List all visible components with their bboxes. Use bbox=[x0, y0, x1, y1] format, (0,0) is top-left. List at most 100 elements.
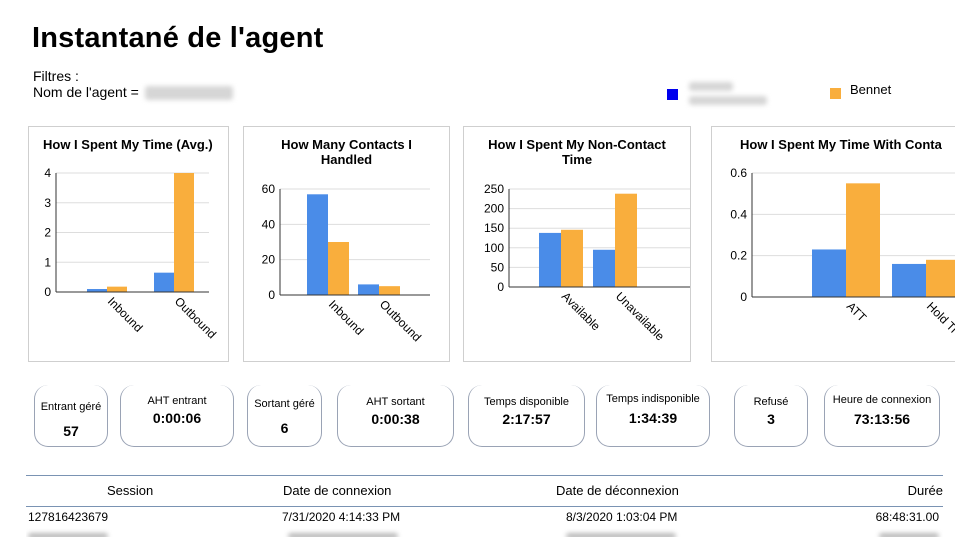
x-tick-label: ATT bbox=[844, 299, 870, 325]
kpi-unavailable-time: Temps indisponible 1:34:39 bbox=[596, 385, 710, 447]
chart-title: How I Spent My Time (Avg.) bbox=[43, 137, 213, 152]
kpi-label: Heure de connexion bbox=[832, 394, 932, 406]
kpi-value: 57 bbox=[63, 423, 79, 439]
kpi-refused: Refusé 3 bbox=[734, 385, 808, 447]
column-header-session[interactable]: Session bbox=[107, 483, 154, 498]
bar[interactable] bbox=[328, 242, 349, 295]
y-tick-label: 60 bbox=[262, 182, 276, 196]
column-header-login-date[interactable]: Date de connexion bbox=[283, 483, 392, 498]
kpi-value: 6 bbox=[280, 420, 289, 436]
kpi-value: 0:00:06 bbox=[152, 410, 202, 426]
y-tick-label: 0.4 bbox=[730, 207, 747, 221]
cell-redacted bbox=[28, 533, 108, 537]
agent-name-redacted bbox=[144, 86, 233, 101]
kpi-label: AHT sortant bbox=[366, 396, 425, 408]
cell-redacted bbox=[879, 533, 939, 537]
kpi-label: Refusé bbox=[753, 396, 789, 408]
table-row-partial[interactable] bbox=[26, 527, 943, 537]
kpi-label: Entrant géré bbox=[40, 401, 102, 413]
chart-title: How I Spent My Time With Conta bbox=[740, 137, 942, 152]
kpi-connection-time: Heure de connexion 73:13:56 bbox=[824, 385, 940, 447]
filters-panel: Filtres : Nom de l'agent = bbox=[33, 68, 233, 101]
y-tick-label: 100 bbox=[484, 241, 504, 255]
x-tick-label: Available bbox=[559, 289, 603, 333]
chart-svg: 0 50 100 150 200 250 Available Unavailable bbox=[484, 182, 690, 344]
y-tick-label: 0 bbox=[268, 288, 275, 302]
y-tick-label: 0.6 bbox=[730, 166, 747, 180]
chart-card-time-avg: How I Spent My Time (Avg.) 0 1 2 3 4 Inbound O… bbox=[28, 126, 229, 362]
chart-card-contacts: How Many Contacts I Handled 0 20 40 60 Inbou… bbox=[243, 126, 450, 362]
kpi-value: 0:00:38 bbox=[371, 411, 420, 427]
chart-title: How Many Contacts I Handled bbox=[281, 137, 412, 167]
cell-duration: 68:48:31.00 bbox=[875, 510, 939, 524]
y-tick-label: 250 bbox=[484, 182, 504, 196]
y-tick-label: 20 bbox=[262, 253, 276, 267]
x-tick-label: Hold Ti bbox=[924, 299, 955, 335]
y-tick-label: 0 bbox=[497, 280, 504, 294]
column-header-duration[interactable]: Durée bbox=[907, 483, 943, 498]
agent-name-filter: Nom de l'agent = bbox=[33, 84, 233, 101]
y-tick-label: 150 bbox=[484, 221, 504, 235]
cell-logout-date: 8/3/2020 1:03:04 PM bbox=[566, 510, 678, 524]
chart-svg: 0 1 2 3 4 Inbound Outbound bbox=[44, 166, 219, 341]
bar[interactable] bbox=[358, 284, 379, 295]
bar[interactable] bbox=[812, 249, 846, 297]
kpi-value: 73:13:56 bbox=[853, 411, 911, 427]
y-tick-label: 40 bbox=[262, 217, 276, 231]
bar[interactable] bbox=[379, 286, 400, 295]
x-tick-label: Inbound bbox=[105, 294, 146, 335]
x-tick-label: Unavailable bbox=[613, 289, 667, 343]
kpi-aht-outbound: AHT sortant 0:00:38 bbox=[337, 385, 454, 447]
filters-label: Filtres : bbox=[33, 68, 79, 84]
bar[interactable] bbox=[539, 232, 561, 287]
page-title: Instantané de l'agent bbox=[32, 22, 324, 54]
agent-name-label: Nom de l'agent = bbox=[33, 84, 139, 100]
kpi-value: 2:17:57 bbox=[502, 411, 551, 427]
kpi-label: Temps disponible bbox=[484, 396, 569, 408]
kpi-outbound-handled: Sortant géré 6 bbox=[247, 385, 322, 447]
column-header-logout-date[interactable]: Date de déconnexion bbox=[556, 483, 679, 498]
bar[interactable] bbox=[593, 249, 615, 287]
bar[interactable] bbox=[926, 259, 955, 297]
x-tick-label: Outbound bbox=[172, 294, 219, 341]
cell-login-date: 7/31/2020 4:14:33 PM bbox=[282, 510, 401, 524]
table-row[interactable]: 127816423679 7/31/2020 4:14:33 PM 8/3/20… bbox=[26, 507, 943, 527]
bar[interactable] bbox=[154, 272, 174, 292]
y-tick-label: 4 bbox=[44, 166, 51, 180]
kpi-label: AHT entrant bbox=[147, 395, 207, 407]
y-tick-label: 3 bbox=[44, 196, 51, 210]
bar[interactable] bbox=[107, 286, 127, 292]
cell-redacted bbox=[288, 533, 398, 537]
legend-swatch-orange bbox=[830, 88, 841, 99]
bar[interactable] bbox=[561, 229, 583, 287]
y-tick-label: 0 bbox=[740, 290, 747, 304]
chart-title: How I Spent My Non-Contact Time bbox=[488, 137, 666, 167]
cell-session: 127816423679 bbox=[28, 510, 109, 524]
chart-card-time-with-contacts: How I Spent My Time With Conta 0 0.2 0.4 0.… bbox=[711, 126, 955, 362]
bar[interactable] bbox=[892, 263, 926, 297]
kpi-value: 3 bbox=[767, 411, 775, 427]
y-tick-label: 2 bbox=[44, 226, 51, 240]
y-tick-label: 200 bbox=[484, 202, 504, 216]
chart-svg: 0 0.2 0.4 0.6 ATT Hold Ti bbox=[730, 166, 955, 336]
bar[interactable] bbox=[87, 289, 107, 292]
bar[interactable] bbox=[174, 173, 194, 292]
kpi-inbound-handled: Entrant géré 57 bbox=[34, 385, 108, 447]
y-tick-label: 0 bbox=[44, 285, 51, 299]
sessions-table: Session Date de connexion Date de déconn… bbox=[26, 475, 943, 537]
y-tick-label: 0.2 bbox=[730, 249, 747, 263]
bar[interactable] bbox=[846, 183, 880, 297]
x-tick-label: Outbound bbox=[377, 297, 424, 344]
kpi-label: Sortant géré bbox=[254, 398, 315, 410]
legend-swatch-blue bbox=[667, 89, 678, 100]
table-header: Session Date de connexion Date de déconn… bbox=[26, 475, 943, 507]
y-tick-label: 1 bbox=[44, 255, 51, 269]
bar[interactable] bbox=[307, 194, 328, 295]
cell-redacted bbox=[566, 533, 676, 537]
bar[interactable] bbox=[615, 193, 637, 287]
legend-label-redacted-2 bbox=[689, 96, 767, 105]
kpi-label: Temps indisponible bbox=[606, 393, 700, 405]
legend-label-redacted bbox=[689, 82, 733, 91]
chart-card-non-contact: How I Spent My Non-Contact Time 0 50 100 15… bbox=[463, 126, 691, 362]
legend-label-bennet: Bennet bbox=[850, 82, 892, 97]
